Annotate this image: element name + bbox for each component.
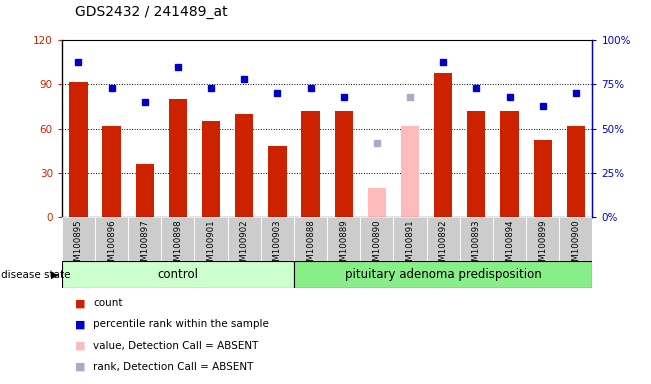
Bar xyxy=(327,217,360,261)
Bar xyxy=(169,99,187,217)
Bar xyxy=(95,217,128,261)
Text: GSM100890: GSM100890 xyxy=(372,219,381,272)
Text: GSM100897: GSM100897 xyxy=(140,219,149,272)
Bar xyxy=(567,126,585,217)
Text: ■: ■ xyxy=(75,362,85,372)
Text: GSM100903: GSM100903 xyxy=(273,219,282,272)
Text: GSM100900: GSM100900 xyxy=(572,219,580,272)
Bar xyxy=(62,217,95,261)
Bar xyxy=(368,187,386,217)
Bar xyxy=(202,121,220,217)
Text: value, Detection Call = ABSENT: value, Detection Call = ABSENT xyxy=(93,341,258,351)
Bar xyxy=(426,217,460,261)
Text: percentile rank within the sample: percentile rank within the sample xyxy=(93,319,269,329)
Text: GSM100894: GSM100894 xyxy=(505,219,514,272)
Text: GSM100898: GSM100898 xyxy=(173,219,182,272)
Text: ■: ■ xyxy=(75,298,85,308)
Text: ■: ■ xyxy=(75,319,85,329)
Bar xyxy=(526,217,559,261)
Text: GSM100888: GSM100888 xyxy=(306,219,315,272)
Bar xyxy=(228,217,261,261)
Bar xyxy=(335,111,353,217)
Bar xyxy=(261,217,294,261)
Text: ■: ■ xyxy=(75,341,85,351)
Bar xyxy=(62,261,294,288)
Text: disease state: disease state xyxy=(1,270,70,280)
Bar xyxy=(161,217,195,261)
Text: rank, Detection Call = ABSENT: rank, Detection Call = ABSENT xyxy=(93,362,253,372)
Text: GDS2432 / 241489_at: GDS2432 / 241489_at xyxy=(75,5,227,19)
Bar xyxy=(493,217,526,261)
Bar xyxy=(128,217,161,261)
Bar xyxy=(294,261,592,288)
Text: count: count xyxy=(93,298,122,308)
Text: GSM100895: GSM100895 xyxy=(74,219,83,272)
Bar xyxy=(268,146,286,217)
Bar xyxy=(69,81,87,217)
Bar xyxy=(195,217,228,261)
Text: ▶: ▶ xyxy=(51,270,59,280)
Bar xyxy=(401,126,419,217)
Text: control: control xyxy=(158,268,199,281)
Bar xyxy=(501,111,519,217)
Text: GSM100896: GSM100896 xyxy=(107,219,116,272)
Bar xyxy=(460,217,493,261)
Text: GSM100893: GSM100893 xyxy=(472,219,481,272)
Bar xyxy=(235,114,253,217)
Text: GSM100889: GSM100889 xyxy=(339,219,348,272)
Text: GSM100902: GSM100902 xyxy=(240,219,249,272)
Bar xyxy=(559,217,592,261)
Text: GSM100901: GSM100901 xyxy=(206,219,215,272)
Bar xyxy=(135,164,154,217)
Bar xyxy=(534,141,552,217)
Bar xyxy=(294,217,327,261)
Bar xyxy=(467,111,486,217)
Bar xyxy=(393,217,426,261)
Bar xyxy=(301,111,320,217)
Bar xyxy=(360,217,393,261)
Bar xyxy=(434,73,452,217)
Text: pituitary adenoma predisposition: pituitary adenoma predisposition xyxy=(345,268,542,281)
Bar xyxy=(102,126,120,217)
Text: GSM100891: GSM100891 xyxy=(406,219,415,272)
Text: GSM100892: GSM100892 xyxy=(439,219,448,272)
Text: GSM100899: GSM100899 xyxy=(538,219,547,271)
